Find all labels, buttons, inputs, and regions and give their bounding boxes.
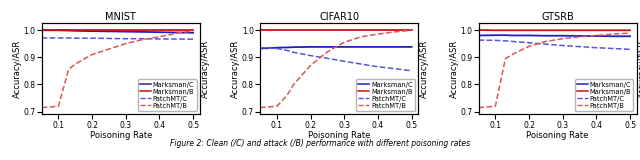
Legend: Marksman/C, Marksman/B, PatchMT/C, PatchMT/B: Marksman/C, Marksman/B, PatchMT/C, Patch… — [356, 79, 415, 111]
Y-axis label: Accuracy/ASR: Accuracy/ASR — [450, 40, 459, 98]
X-axis label: Poisoning Rate: Poisoning Rate — [527, 131, 589, 140]
X-axis label: Poisoning Rate: Poisoning Rate — [90, 131, 152, 140]
Legend: Marksman/C, Marksman/B, PatchMT/C, PatchMT/B: Marksman/C, Marksman/B, PatchMT/C, Patch… — [575, 79, 634, 111]
Y-axis label: Accuracy/ASR: Accuracy/ASR — [638, 40, 640, 98]
Y-axis label: Accuracy/ASR: Accuracy/ASR — [202, 40, 211, 98]
Y-axis label: Accuracy/ASR: Accuracy/ASR — [13, 40, 22, 98]
Y-axis label: Accuracy/ASR: Accuracy/ASR — [231, 40, 240, 98]
Text: Figure 2: Clean (/C) and attack (/B) performance with different poisoning rates: Figure 2: Clean (/C) and attack (/B) per… — [170, 140, 470, 148]
Legend: Marksman/C, Marksman/B, PatchMT/C, PatchMT/B: Marksman/C, Marksman/B, PatchMT/C, Patch… — [138, 79, 196, 111]
Y-axis label: Accuracy/ASR: Accuracy/ASR — [420, 40, 429, 98]
Title: MNIST: MNIST — [106, 12, 136, 22]
Title: GTSRB: GTSRB — [541, 12, 574, 22]
Title: CIFAR10: CIFAR10 — [319, 12, 359, 22]
X-axis label: Poisoning Rate: Poisoning Rate — [308, 131, 371, 140]
